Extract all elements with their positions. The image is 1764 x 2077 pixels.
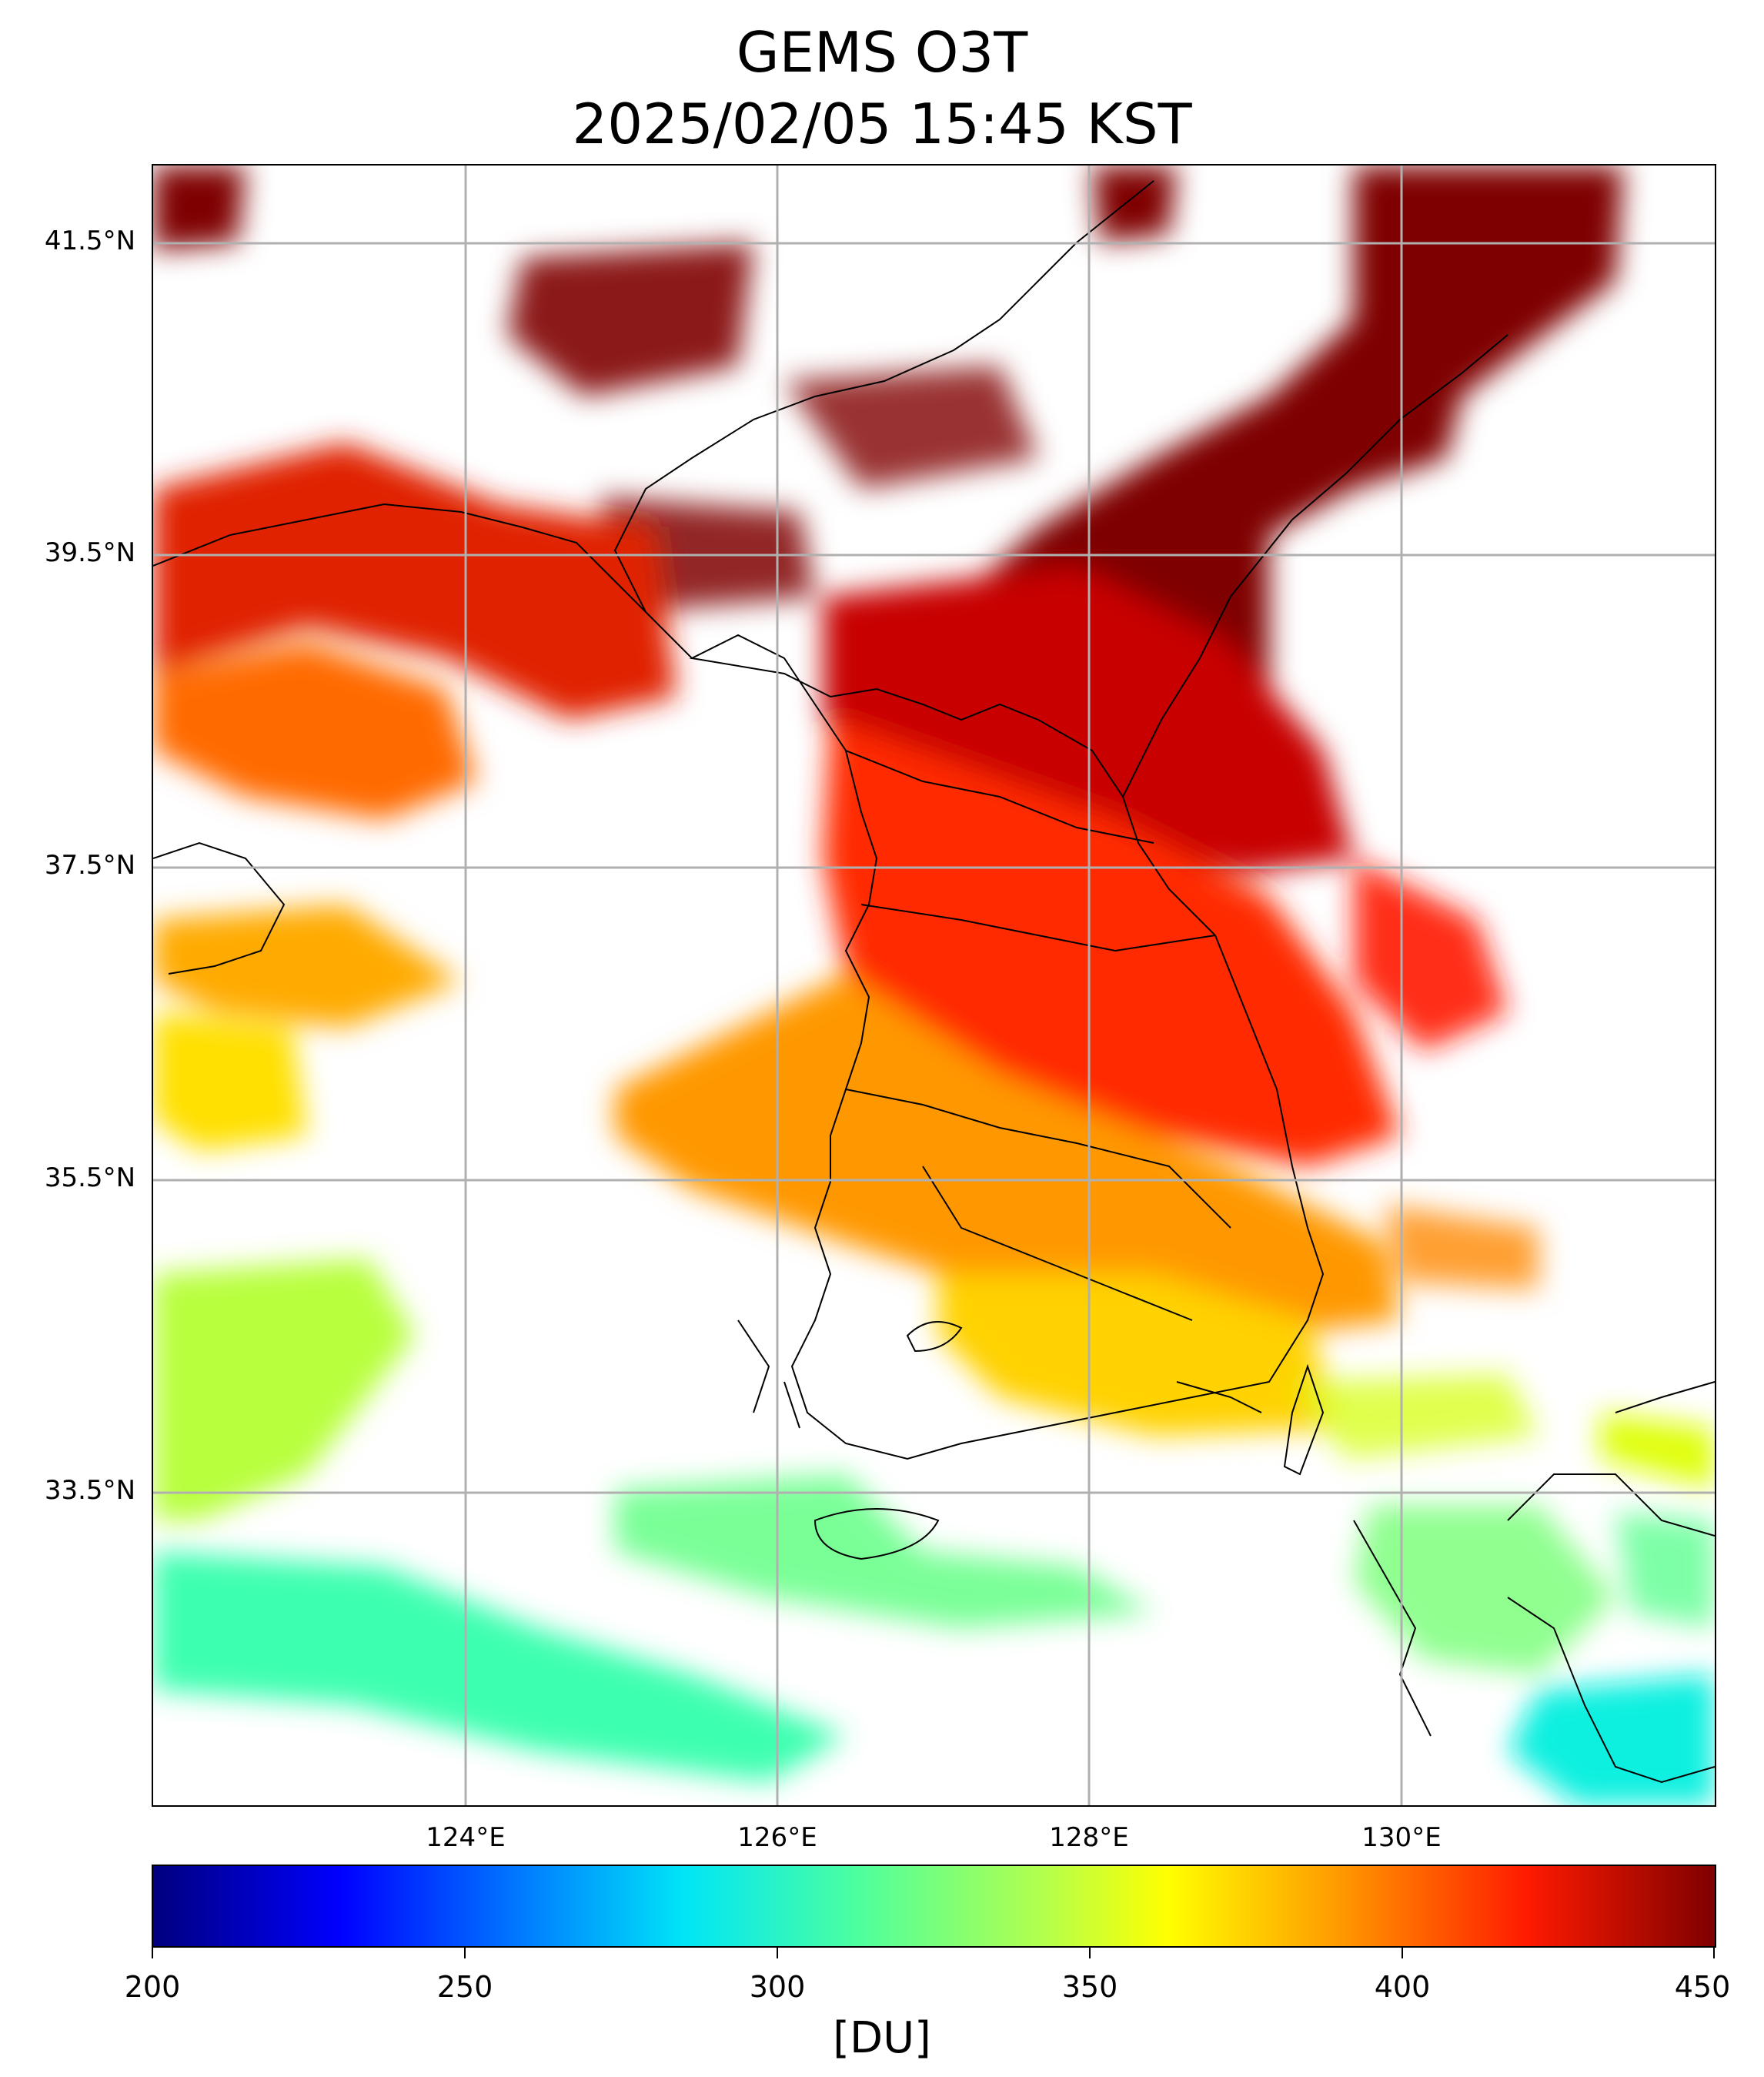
colorbar — [152, 1865, 1716, 1948]
colorbar-tick — [1089, 1948, 1091, 1958]
colorbar-label-350: 350 — [1061, 1970, 1118, 2004]
longitude-label-124: 124°E — [426, 1822, 506, 1853]
map-gridlines — [153, 166, 1715, 1805]
ozone-map-canvas — [153, 166, 1715, 1805]
colorbar-label-400: 400 — [1374, 1970, 1431, 2004]
jeju-island — [814, 1508, 940, 1560]
latitude-label-37-5: 37.5°N — [44, 850, 135, 881]
tsushima-island — [1283, 1363, 1325, 1476]
ozone-field — [153, 166, 1715, 1805]
ozone-region-far-south — [153, 1551, 846, 1782]
latitude-label-41-5: 41.5°N — [44, 226, 135, 256]
colorbar-tick — [1713, 1948, 1715, 1958]
latitude-label-39-5: 39.5°N — [44, 537, 135, 568]
latitude-label-35-5: 35.5°N — [44, 1162, 135, 1193]
shandong-coastline — [153, 841, 286, 975]
inland-borders — [845, 750, 1231, 1353]
colorbar-label-200: 200 — [124, 1970, 181, 2004]
longitude-label-126: 126°E — [737, 1822, 817, 1853]
map-title: GEMS O3T — [736, 20, 1028, 85]
ozone-region-south-coast — [938, 1274, 1338, 1436]
korea-coastline — [689, 634, 1325, 1460]
colorbar-label-450: 450 — [1674, 1970, 1731, 2004]
colorbar-tick — [464, 1948, 466, 1958]
colorbar-tick — [152, 1948, 153, 1958]
latitude-label-33-5: 33.5°N — [44, 1475, 135, 1506]
ozone-map — [152, 164, 1716, 1807]
colorbar-label-300: 300 — [749, 1970, 806, 2004]
colorbar-unit: [DU] — [833, 2013, 931, 2063]
ozone-region-southern-sea — [153, 1259, 415, 1520]
ozone-region-southwest — [615, 974, 1400, 1336]
map-timestamp: 2025/02/05 15:45 KST — [572, 92, 1192, 156]
ozone-region-korean-peninsula-central — [823, 720, 1400, 1166]
colorbar-tick — [1402, 1948, 1403, 1958]
longitude-label-130: 130°E — [1361, 1822, 1442, 1853]
japan-coastline — [1353, 1381, 1715, 1784]
china-coastline — [153, 503, 693, 659]
longitude-label-128: 128°E — [1049, 1822, 1129, 1853]
colorbar-tick — [777, 1948, 778, 1958]
colorbar-label-250: 250 — [436, 1970, 493, 2004]
